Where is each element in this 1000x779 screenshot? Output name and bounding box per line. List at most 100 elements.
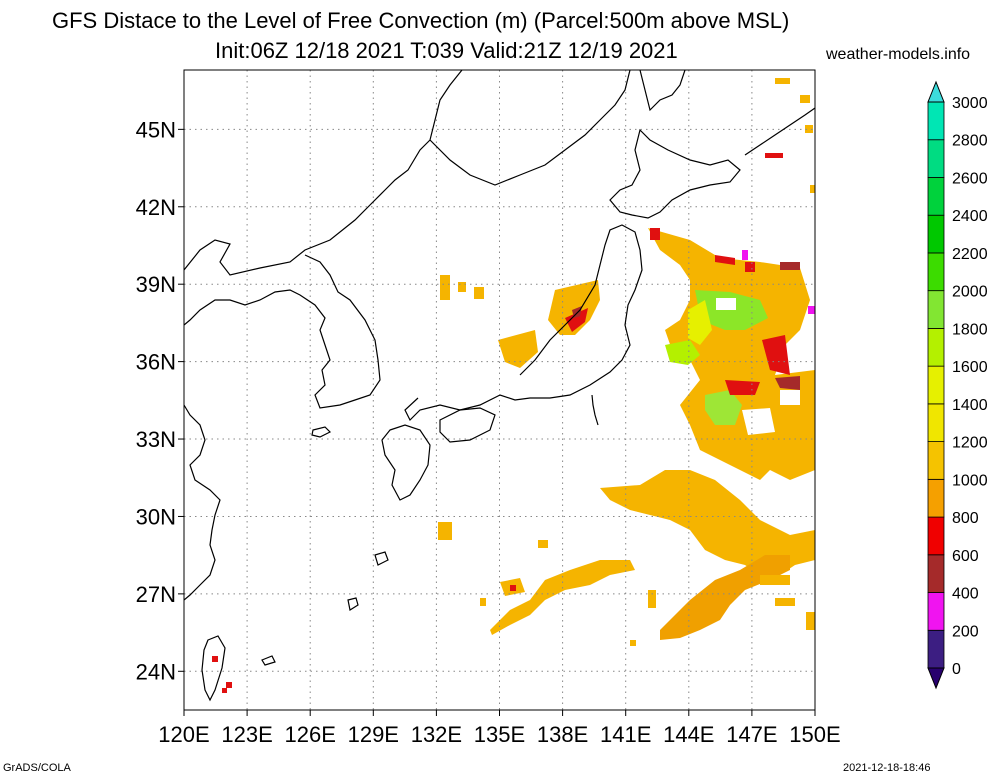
shade-red-1 <box>745 262 755 272</box>
colorbar-label: 400 <box>952 586 979 603</box>
colorbar-label: 0 <box>952 661 961 678</box>
shade-wakasa <box>498 330 538 368</box>
colorbar-segment <box>927 365 945 405</box>
lon-tick-label: 138E <box>537 722 588 747</box>
coast-sakhalin <box>639 70 686 112</box>
colorbar-segment <box>927 478 945 518</box>
colorbar-segment <box>927 101 945 141</box>
coast-korea <box>184 254 381 409</box>
lat-tick-label: 27N <box>136 582 176 607</box>
colorbar-segment <box>927 290 945 329</box>
lat-tick-label: 39N <box>136 272 176 297</box>
shade-red-4 <box>762 335 790 375</box>
coast-honshu <box>404 224 643 422</box>
colorbar-label: 2000 <box>952 284 988 301</box>
chart-subtitle: Init:06Z 12/18 2021 T:039 Valid:21Z 12/1… <box>215 38 678 63</box>
coast-mainland <box>184 70 463 276</box>
colorbar-label: 1600 <box>952 359 988 376</box>
chart-title: GFS Distace to the Level of Free Convect… <box>52 8 790 33</box>
colorbar-segment <box>927 177 945 216</box>
colorbar-label: 3000 <box>952 95 988 112</box>
shade-tohoku-north <box>648 228 815 480</box>
lat-tick-label: 42N <box>136 195 176 220</box>
colorbar-segment <box>927 516 945 556</box>
colorbar-label: 600 <box>952 548 979 565</box>
lon-tick-label: 132E <box>411 722 462 747</box>
coast-jeju <box>311 426 332 438</box>
lat-tick-label: 45N <box>136 117 176 142</box>
lon-tick-label: 141E <box>600 722 651 747</box>
colorbar: 0 200 400 600 800 1000 1200 1400 1600 1800 2000 220… <box>927 80 988 690</box>
colorbar-label: 2600 <box>952 170 988 187</box>
coast-izu <box>591 394 599 426</box>
colorbar-label: 1000 <box>952 472 988 489</box>
lon-tick-label: 135E <box>474 722 525 747</box>
lon-tick-label: 129E <box>348 722 399 747</box>
shade-green-2 <box>705 390 742 425</box>
colorbar-segment <box>927 214 945 254</box>
colorbar-label: 1200 <box>952 435 988 452</box>
lat-tick-label: 30N <box>136 504 176 529</box>
lon-tick-label: 144E <box>663 722 714 747</box>
shade-band-2 <box>660 555 790 640</box>
lon-tick-label: 150E <box>789 722 840 747</box>
colorbar-segment <box>927 403 945 443</box>
site-label: weather-models.info <box>826 46 971 63</box>
coast-china-east <box>184 404 221 601</box>
colorbar-label: 800 <box>952 510 979 527</box>
shade-red-3 <box>780 262 800 270</box>
colorbar-label: 1800 <box>952 321 988 338</box>
lat-tick-label: 33N <box>136 427 176 452</box>
shade-red-6 <box>650 228 660 240</box>
colorbar-segment <box>927 554 945 593</box>
colorbar-top-triangle <box>927 80 945 103</box>
colorbar-label: 200 <box>952 623 979 640</box>
colorbar-segment <box>927 327 945 367</box>
lfc-shading <box>212 78 815 693</box>
lon-tick-label: 123E <box>221 722 272 747</box>
footer-timestamp: 2021-12-18-18:46 <box>843 762 931 774</box>
coast-kuril <box>744 107 815 156</box>
lon-tick-label: 120E <box>158 722 209 747</box>
shade-red-2 <box>715 255 735 265</box>
shade-green-3 <box>665 340 700 365</box>
shade-band-1 <box>490 560 635 635</box>
lat-tick-label: 24N <box>136 659 176 684</box>
coast-russia <box>429 70 631 186</box>
coast-taiwan <box>201 635 226 702</box>
lon-axis-labels: 120E 123E 126E 129E 132E 135E 138E 141E 144E 147E… <box>158 722 840 747</box>
coast-ryukyu-3 <box>261 655 276 666</box>
lat-axis-labels: 45N 42N 39N 36N 33N 30N 27N 24N <box>136 117 176 684</box>
shade-band-east <box>600 470 815 575</box>
colorbar-segment <box>927 252 945 292</box>
map-frame <box>183 69 816 711</box>
colorbar-label: 2800 <box>952 133 988 150</box>
coast-shikoku <box>439 407 496 443</box>
colorbar-segment <box>927 441 945 480</box>
lat-tick-label: 36N <box>136 350 176 375</box>
colorbar-label: 2200 <box>952 246 988 263</box>
colorbar-label: 2400 <box>952 208 988 225</box>
coast-ryukyu-1 <box>374 551 389 566</box>
colorbar-bottom-triangle <box>927 667 945 690</box>
shade-red-5 <box>725 380 760 395</box>
lon-tick-label: 147E <box>726 722 777 747</box>
coastlines <box>184 70 815 702</box>
footer-software: GrADS/COLA <box>3 762 71 774</box>
map-gridlines <box>178 70 816 716</box>
shade-niigata <box>548 280 600 335</box>
lon-tick-label: 126E <box>285 722 336 747</box>
shade-brown-1 <box>775 376 800 390</box>
coast-ryukyu-2 <box>347 597 359 611</box>
shade-white-hole <box>716 298 736 310</box>
colorbar-segment <box>927 139 945 178</box>
coast-kyushu <box>381 424 431 501</box>
shade-white-hole2 <box>780 390 800 405</box>
shade-niigata-red <box>565 308 588 332</box>
shade-yellow-1 <box>688 300 712 345</box>
colorbar-segment <box>927 592 945 631</box>
shade-white-hole3 <box>742 408 775 435</box>
colorbar-segment <box>927 629 945 669</box>
colorbar-label: 1400 <box>952 397 988 414</box>
